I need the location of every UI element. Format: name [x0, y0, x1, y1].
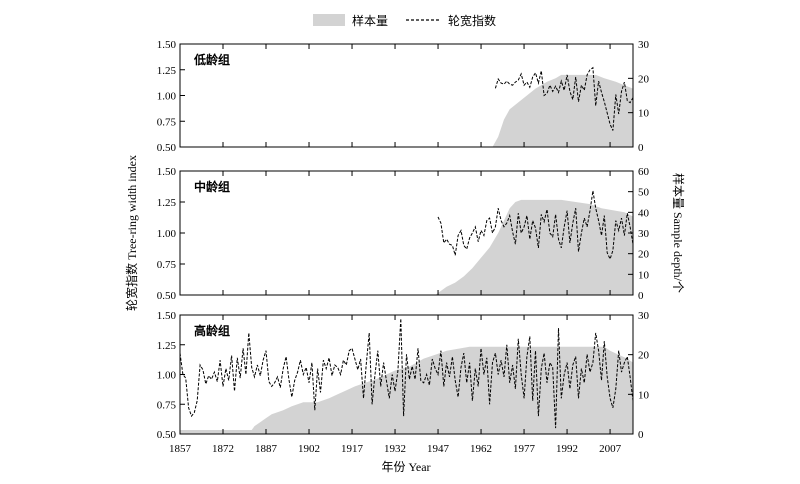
y-tick-label: 0.75 — [157, 259, 177, 271]
sample-depth-area — [180, 346, 633, 434]
y-axis-label-right: 样本量 Sample depth/个 — [671, 173, 686, 293]
r-tick-label: 20 — [638, 73, 650, 85]
y-tick-label: 1.00 — [157, 228, 177, 240]
x-tick-label: 1947 — [427, 443, 450, 455]
y-tick-label: 1.25 — [157, 65, 177, 77]
y-tick-label: 1.50 — [157, 39, 177, 51]
r-tick-label: 0 — [638, 290, 644, 302]
panel-content — [180, 318, 633, 434]
r-tick-label: 30 — [638, 39, 650, 51]
y-tick-label: 0.50 — [157, 429, 177, 441]
panel-label: 中龄组 — [194, 179, 230, 194]
panel-label: 高龄组 — [194, 323, 230, 338]
sample-depth-area — [435, 199, 633, 295]
legend: 样本量 轮宽指数 — [313, 13, 496, 28]
r-tick-label: 30 — [638, 228, 650, 240]
legend-index-label: 轮宽指数 — [448, 13, 496, 28]
x-axis-label: 年份 Year — [381, 460, 430, 474]
r-tick-label: 20 — [638, 350, 650, 362]
y-axis-label-left: 轮宽指数 Tree-ring width index — [124, 155, 139, 311]
panel-3: 0.50 0.75 1.00 1.25 1.50 0 10 20 30 高龄组 — [157, 310, 650, 441]
sample-depth-area — [492, 74, 633, 147]
x-tick-label: 1917 — [341, 443, 364, 455]
r-tick-label: 30 — [638, 310, 650, 322]
panel-1: 0.50 0.75 1.00 1.25 1.50 0 10 20 30 低龄组 — [157, 39, 650, 154]
tree-ring-index-line — [494, 66, 633, 131]
r-tick-label: 10 — [638, 108, 650, 120]
x-axis: 1857 1872 1887 1902 1917 1932 1947 1962 1977 1992… — [169, 443, 622, 455]
panel-label: 低龄组 — [193, 52, 230, 67]
r-tick-label: 50 — [638, 187, 650, 199]
y-tick-label: 0.50 — [157, 290, 177, 302]
y-tick-label: 0.75 — [157, 399, 177, 411]
y-tick-label: 1.25 — [157, 340, 177, 352]
y-tick-label: 1.50 — [157, 166, 177, 178]
x-tick-label: 1992 — [556, 443, 578, 455]
x-tick-label: 2007 — [599, 443, 622, 455]
x-tick-label: 1857 — [169, 443, 192, 455]
y-tick-label: 1.25 — [157, 197, 177, 209]
tree-ring-index-line — [180, 318, 633, 429]
legend-sample-swatch — [313, 14, 345, 26]
r-tick-label: 10 — [638, 269, 650, 281]
r-tick-label: 0 — [638, 142, 644, 154]
x-tick-label: 1887 — [255, 443, 278, 455]
x-tick-label: 1962 — [470, 443, 492, 455]
r-tick-label: 40 — [638, 207, 650, 219]
y-tick-label: 0.75 — [157, 116, 177, 128]
x-tick-label: 1977 — [513, 443, 536, 455]
y-tick-label: 1.00 — [157, 370, 177, 382]
panel-content — [435, 190, 633, 295]
y-tick-label: 1.00 — [157, 91, 177, 103]
panel-content — [492, 66, 633, 147]
r-tick-label: 60 — [638, 166, 650, 178]
x-tick-label: 1872 — [212, 443, 234, 455]
r-tick-label: 20 — [638, 249, 650, 261]
r-tick-label: 0 — [638, 429, 644, 441]
y-tick-label: 0.50 — [157, 142, 177, 154]
panels: 0.50 0.75 1.00 1.25 1.50 0 10 20 30 低龄组 0.50 0.75 1.… — [157, 39, 650, 455]
legend-sample-label: 样本量 — [352, 13, 388, 28]
y-tick-label: 1.50 — [157, 310, 177, 322]
panel-2: 0.50 0.75 1.00 1.25 1.50 0 10 20 30 40 50 60 中龄组 — [157, 166, 650, 302]
x-tick-label: 1902 — [298, 443, 320, 455]
r-tick-label: 10 — [638, 389, 650, 401]
x-tick-label: 1932 — [384, 443, 406, 455]
